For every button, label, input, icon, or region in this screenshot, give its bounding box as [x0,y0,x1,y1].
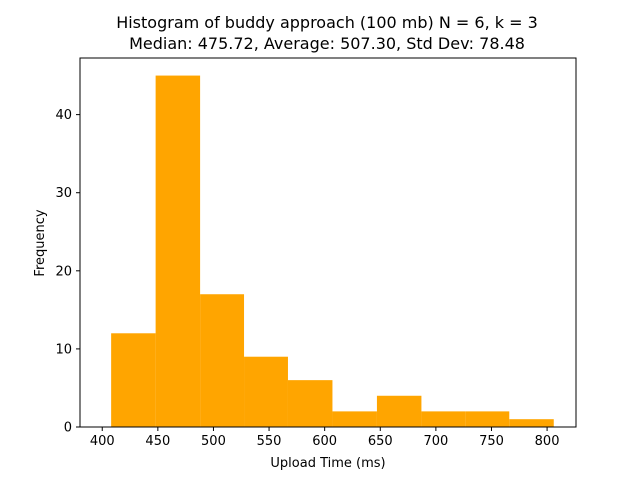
y-tick-label-20: 20 [55,264,72,279]
histogram-bar-0 [111,333,156,427]
x-tick-label-750: 750 [479,434,504,449]
y-tick-label-10: 10 [55,342,72,357]
histogram-bar-9 [509,419,554,427]
chart-title: Histogram of buddy approach (100 mb) N =… [116,13,538,32]
histogram-bar-2 [200,294,245,427]
y-tick-label-30: 30 [55,186,72,201]
x-axis: 400 450 500 550 600 650 700 750 800 [90,427,560,449]
histogram-bar-1 [155,75,201,428]
x-tick-label-600: 600 [312,434,337,449]
x-tick-label-500: 500 [201,434,226,449]
histogram-bar-5 [332,411,377,427]
histogram-bar-8 [465,411,510,427]
histogram-bar-6 [376,395,422,427]
chart-subtitle: Median: 475.72, Average: 507.30, Std Dev… [129,34,525,53]
histogram-bar-7 [421,411,466,427]
histogram-bar-3 [244,356,288,427]
y-tick-label-40: 40 [55,108,72,123]
x-tick-label-700: 700 [423,434,448,449]
histogram-bar-4 [287,380,333,427]
histogram-bars [111,75,554,428]
x-axis-label: Upload Time (ms) [270,456,385,471]
y-tick-label-0: 0 [64,421,72,436]
plot-frame [79,57,577,428]
x-tick-label-800: 800 [535,434,560,449]
x-tick-label-400: 400 [90,434,115,449]
y-axis-label: Frequency [33,209,48,276]
x-tick-label-650: 650 [368,434,393,449]
y-axis: 0 10 20 30 40 [55,108,80,436]
x-tick-label-550: 550 [257,434,282,449]
x-tick-label-450: 450 [145,434,170,449]
